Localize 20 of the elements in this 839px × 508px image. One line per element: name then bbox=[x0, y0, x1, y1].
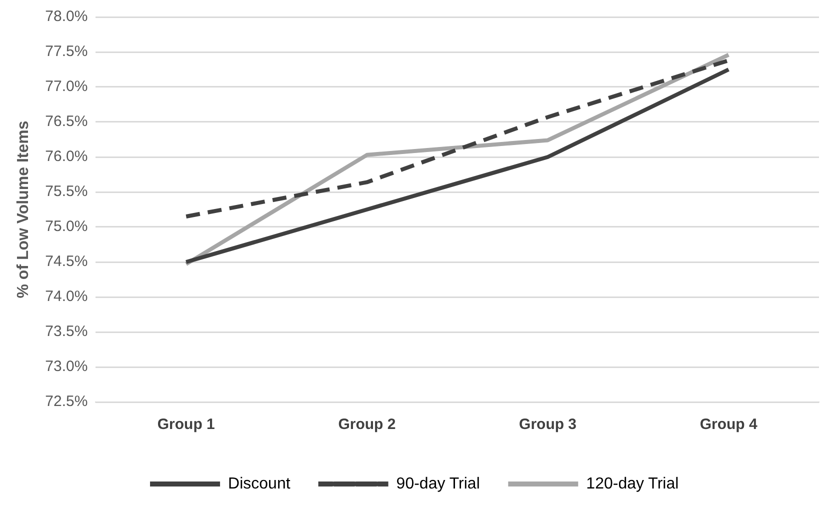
y-tick-label: 73.0% bbox=[45, 358, 88, 376]
y-axis-title: % of Low Volume Items bbox=[15, 120, 32, 298]
y-tick-label: 76.5% bbox=[45, 113, 88, 130]
y-tick-label: 72.5% bbox=[45, 393, 88, 410]
legend-label: 120-day Trial bbox=[586, 475, 679, 492]
y-tick-label: 77.5% bbox=[45, 43, 88, 60]
y-tick-label: 75.0% bbox=[45, 218, 88, 236]
y-tick-label: 73.5% bbox=[45, 323, 88, 340]
x-tick-label: Group 2 bbox=[338, 416, 396, 434]
x-tick-label: Group 3 bbox=[519, 416, 577, 434]
legend-label: 90-day Trial bbox=[396, 475, 480, 492]
y-tick-label: 75.5% bbox=[45, 183, 88, 200]
x-tick-label: Group 4 bbox=[700, 416, 758, 434]
y-tick-label: 76.0% bbox=[45, 148, 88, 166]
x-tick-label: Group 1 bbox=[157, 416, 215, 434]
y-tick-label: 78.0% bbox=[45, 8, 88, 26]
legend-label: Discount bbox=[228, 475, 291, 492]
y-tick-label: 77.0% bbox=[45, 78, 88, 96]
y-tick-label: 74.0% bbox=[45, 288, 88, 306]
y-tick-label: 74.5% bbox=[45, 253, 88, 270]
